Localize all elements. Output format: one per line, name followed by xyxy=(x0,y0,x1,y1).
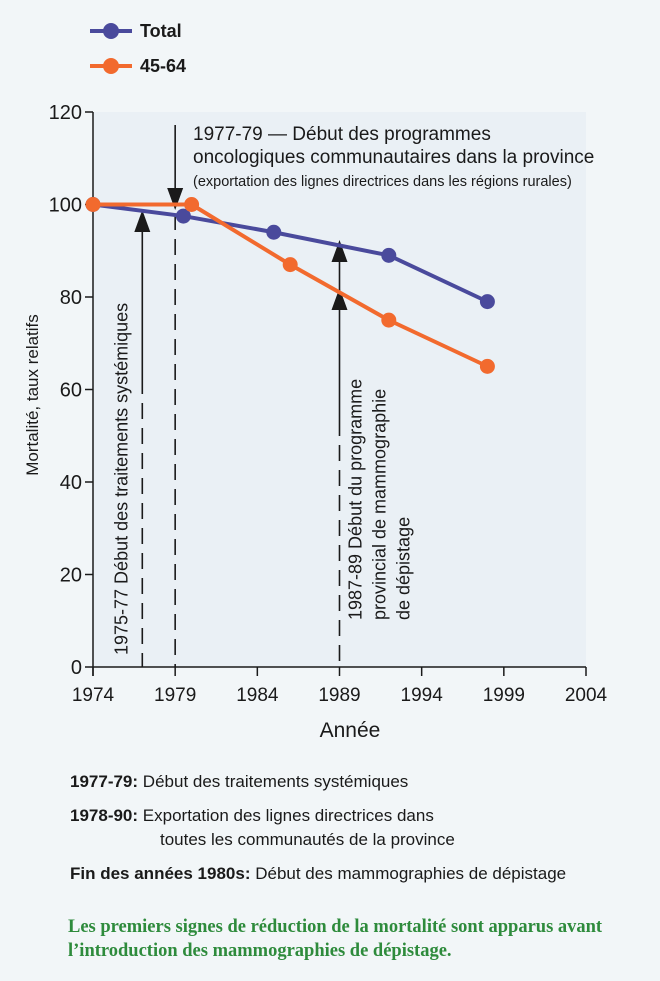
data-point xyxy=(266,224,282,240)
note-1977: 1977-79: Début des traitements systémiqu… xyxy=(70,770,655,794)
annotation-1987-line2: provincial de mammographie xyxy=(370,389,390,620)
annotations: 1977-79 — Début des programmesoncologiqu… xyxy=(111,124,594,667)
data-point xyxy=(381,247,397,263)
legend: Total 45-64 xyxy=(90,21,186,76)
conclusion-text: Les premiers signes de réduction de la m… xyxy=(68,917,603,961)
data-point xyxy=(479,358,495,374)
arrow-1975-head xyxy=(134,210,151,232)
y-tick-label: 120 xyxy=(49,102,82,124)
note-text: Début des mammographies de dépistage xyxy=(255,864,567,883)
data-point xyxy=(479,294,495,310)
legend-label: Total xyxy=(140,21,182,41)
y-tick-label: 60 xyxy=(60,380,82,402)
series-layer xyxy=(85,197,495,374)
annotation-1977-line1: 1977-79 — Début des programmes xyxy=(193,124,491,145)
legend-marker xyxy=(103,58,119,74)
y-tick-label: 80 xyxy=(60,287,82,309)
arrow-1977-head xyxy=(167,188,184,210)
arrow-1987-upper-head xyxy=(331,240,348,262)
note-text: Début des traitements systémiques xyxy=(142,772,409,791)
y-tick-label: 20 xyxy=(60,565,82,587)
y-axis-label: Mortalité, taux relatifs xyxy=(23,314,42,476)
annotation-1987-line3: de dépistage xyxy=(394,517,414,620)
axes: 0 20 40 60 80 100 120 1974 1979 1984 1989 1994 1999 2… xyxy=(49,102,608,706)
y-tick-label: 0 xyxy=(71,657,82,679)
annotation-1975: 1975-77 Début des traitements systémique… xyxy=(111,303,131,655)
legend-marker xyxy=(103,23,119,39)
x-tick-label: 2004 xyxy=(565,685,608,706)
note-1978: 1978-90: Exportation des lignes directri… xyxy=(70,804,655,852)
x-tick-label: 1989 xyxy=(318,685,360,706)
note-label: 1978-90: xyxy=(70,806,139,825)
legend-label: 45-64 xyxy=(140,56,186,76)
annotation-1977-line2: oncologiques communautaires dans la prov… xyxy=(193,147,594,168)
x-tick-label: 1974 xyxy=(72,685,115,706)
data-point xyxy=(85,197,101,212)
mortality-chart: 0 20 40 60 80 100 120 1974 1979 1984 1989 1994 1999 2… xyxy=(23,21,608,742)
x-tick-label: 1994 xyxy=(401,685,444,706)
annotation-1987-line1: 1987-89 Début du programme xyxy=(346,379,366,620)
note-label: Fin des années 1980s: xyxy=(70,864,251,883)
data-point xyxy=(282,257,298,273)
note-label: 1977-79: xyxy=(70,772,139,791)
x-tick-label: 1999 xyxy=(483,685,525,706)
annotation-1977-subline: (exportation des lignes directrices dans… xyxy=(193,174,572,190)
data-point xyxy=(381,312,397,328)
data-point xyxy=(175,208,191,224)
note-text: Exportation des lignes directrices dans xyxy=(142,806,434,825)
notes: 1977-79: Début des traitements systémiqu… xyxy=(70,770,655,896)
x-tick-label: 1979 xyxy=(154,685,196,706)
data-point xyxy=(184,197,200,212)
y-tick-label: 40 xyxy=(60,472,82,494)
y-tick-label: 100 xyxy=(49,195,82,217)
note-1980s: Fin des années 1980s: Début des mammogra… xyxy=(70,862,655,886)
arrow-1987-lower-head xyxy=(331,288,348,310)
x-tick-label: 1984 xyxy=(236,685,279,706)
x-axis-label: Année xyxy=(320,719,381,742)
note-text-continued: toutes les communautés de la province xyxy=(160,830,455,849)
